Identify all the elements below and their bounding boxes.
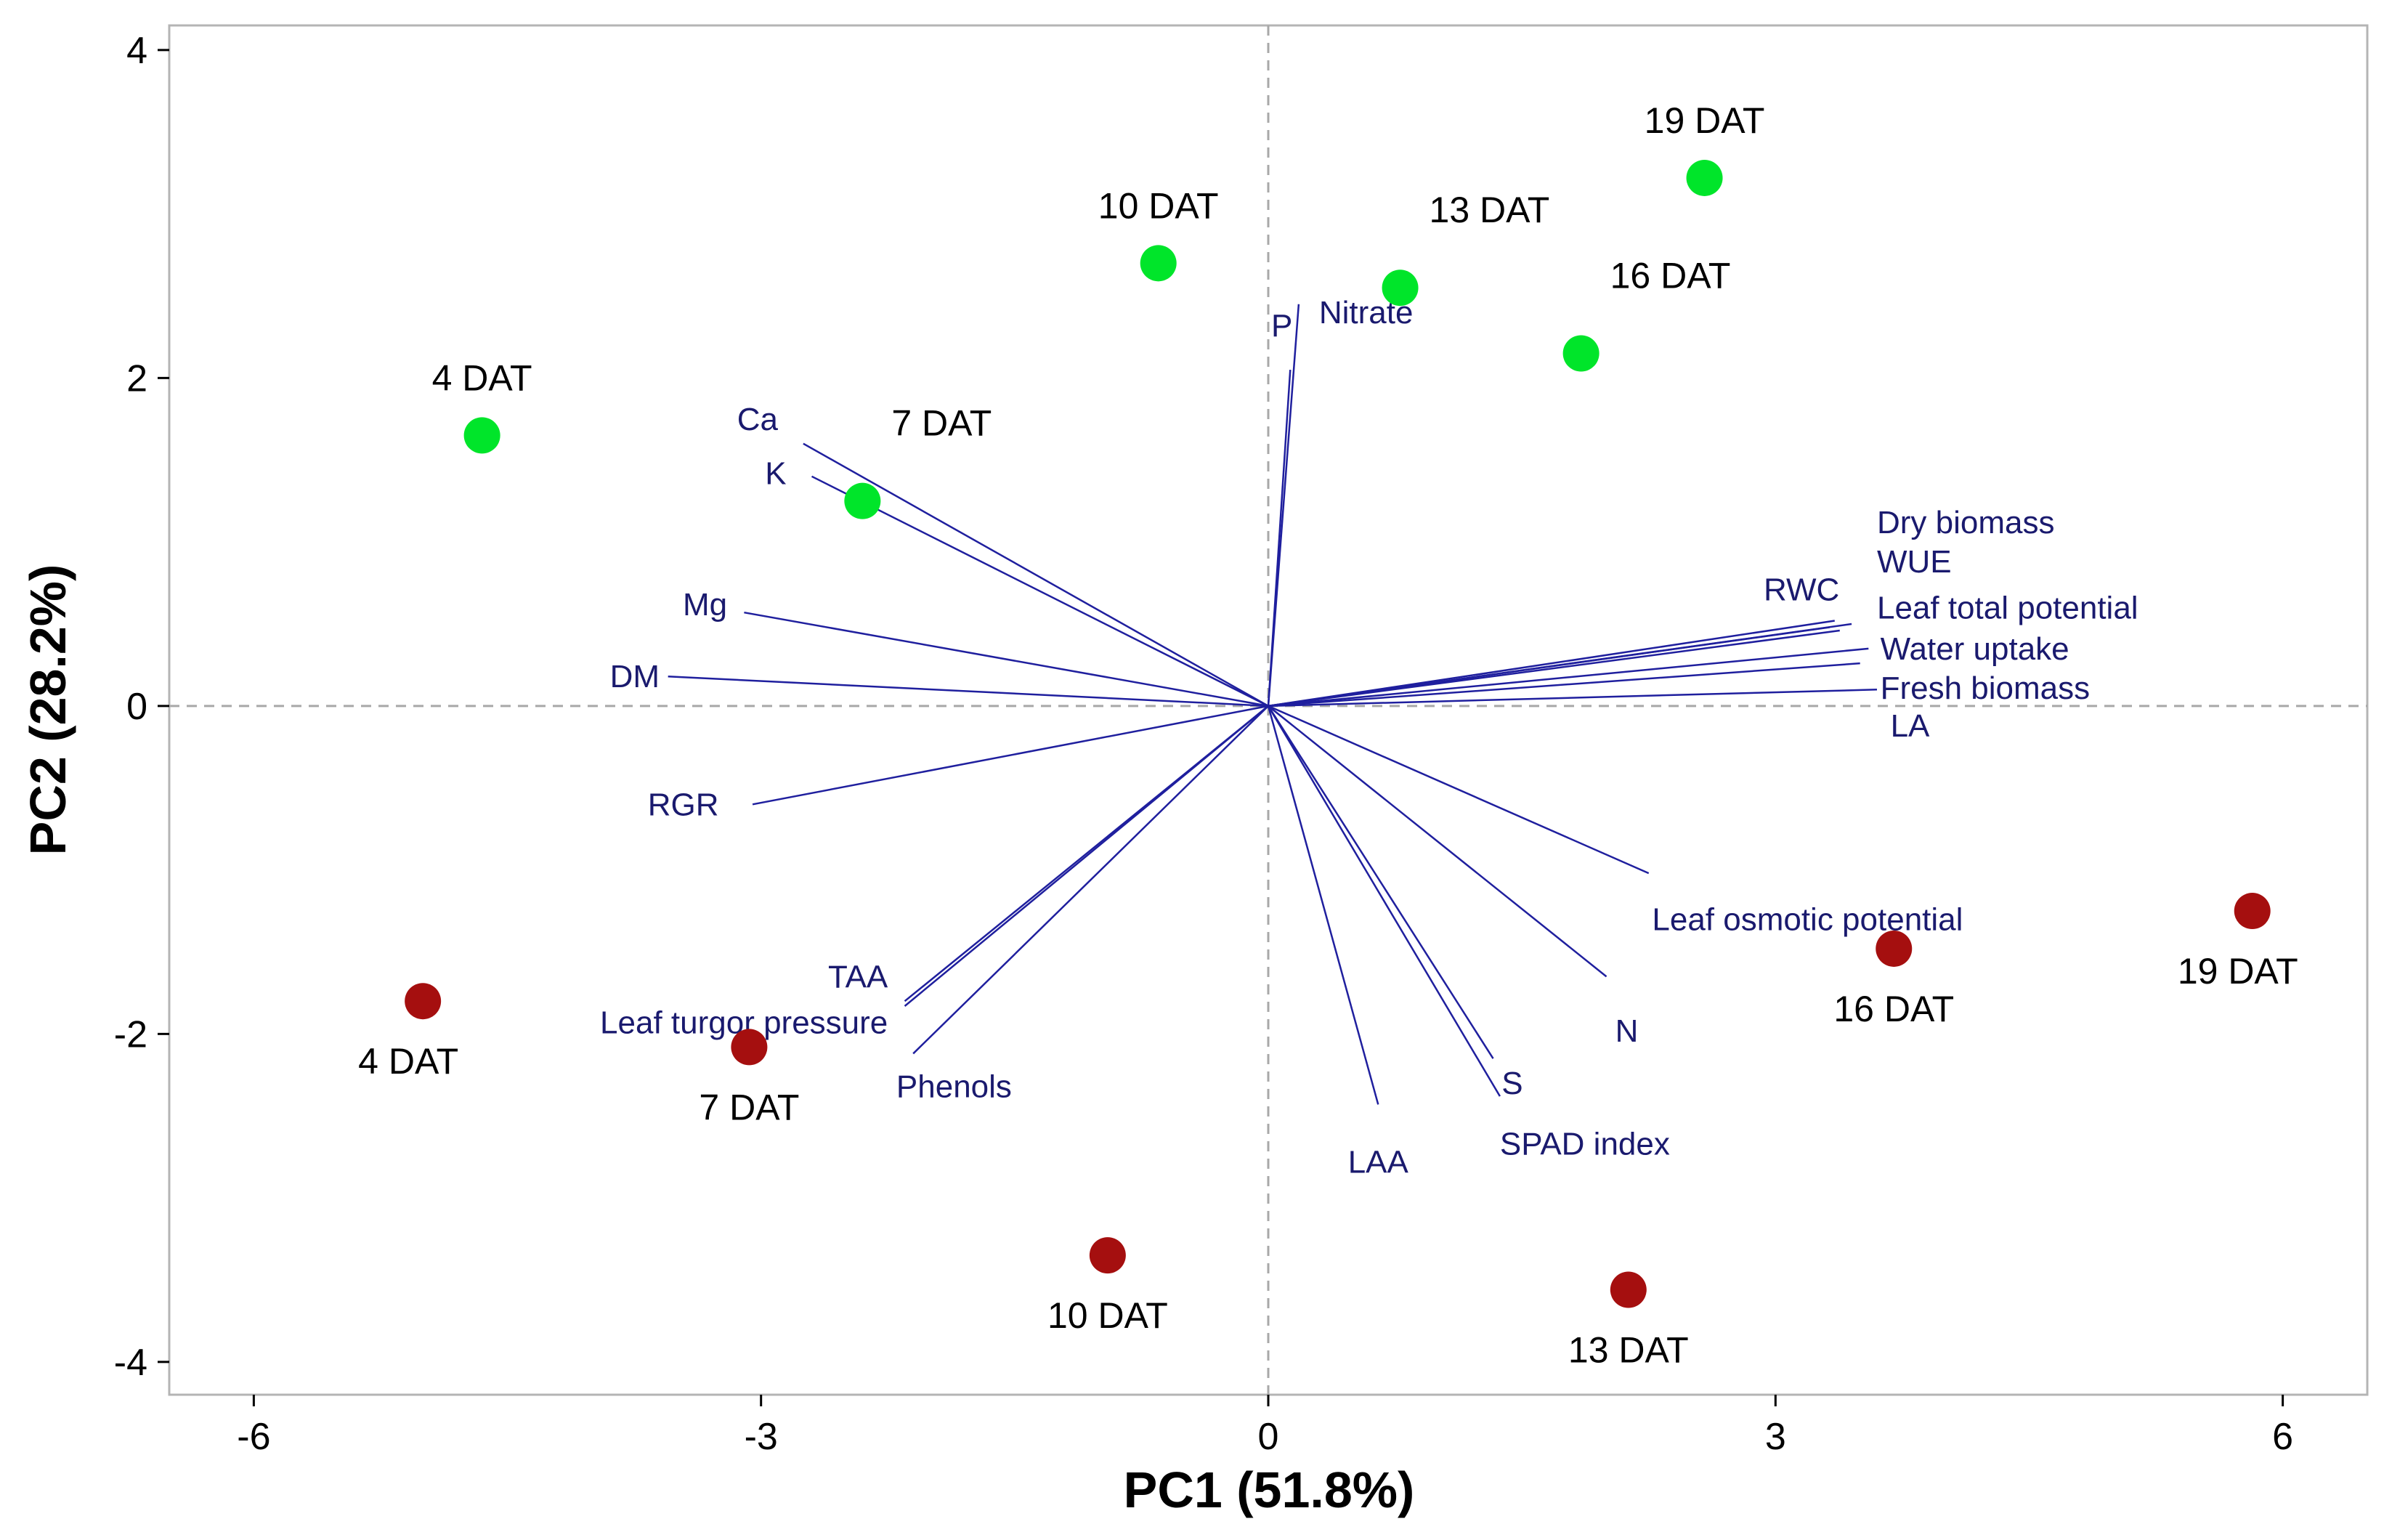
vector-label: RWC (1764, 572, 1839, 608)
vector-line (1268, 689, 1878, 708)
red-point (1876, 930, 1913, 967)
x-tick-label: 3 (1765, 1416, 1786, 1458)
red-point (1089, 1237, 1126, 1274)
vector-label: Leaf total potential (1877, 590, 2138, 625)
score-points: 4 DAT 7 DAT 10 DAT 13 DAT 16 DAT 19 DAT 4 DAT 7… (358, 100, 2298, 1371)
vector-line (1267, 705, 1494, 1059)
red-point (731, 1029, 768, 1066)
red-point (405, 983, 442, 1020)
vector-label: P (1271, 308, 1292, 344)
vector-line (1268, 629, 1840, 708)
y-axis-title: PC2 (28.2%) (20, 564, 76, 856)
green-point (463, 417, 500, 454)
vector-line (744, 611, 1269, 708)
vector-line (1268, 705, 1607, 978)
vector-line (803, 442, 1269, 707)
green-point (1140, 245, 1177, 282)
x-tick-label: -3 (745, 1416, 778, 1458)
red-point-label: 13 DAT (1568, 1330, 1689, 1371)
vector-line (752, 705, 1269, 806)
vector-label: N (1615, 1013, 1639, 1049)
vector-line (811, 475, 1269, 707)
vector-line (1268, 662, 1860, 708)
vector-line (668, 675, 1269, 708)
vector-label: TAA (828, 959, 888, 994)
green-point-label: 19 DAT (1645, 100, 1765, 141)
vector-line (1267, 705, 1501, 1097)
reference-lines (169, 25, 2367, 1395)
vector-line (1268, 647, 1869, 708)
red-point-label: 7 DAT (699, 1087, 799, 1127)
vector-label: Fresh biomass (1881, 670, 2091, 706)
vector-label: Ca (737, 402, 779, 437)
x-tick-label: 6 (2272, 1416, 2293, 1458)
x-tick-label: -6 (237, 1416, 270, 1458)
red-point (1610, 1271, 1647, 1308)
vector-label: LAA (1348, 1144, 1409, 1180)
green-point (1686, 159, 1723, 196)
vector-label: K (765, 455, 786, 491)
green-point (844, 482, 881, 519)
x-tick-label: 0 (1258, 1416, 1279, 1458)
y-tick-label: 4 (126, 30, 147, 72)
y-tick-label: 2 (126, 357, 147, 400)
green-point (1382, 270, 1419, 307)
vector-label: RGR (648, 787, 719, 822)
vector-label: Dry biomass (1877, 505, 2055, 540)
vector-line (1268, 705, 1650, 875)
green-point (1562, 335, 1600, 372)
red-point-label: 19 DAT (2178, 951, 2298, 992)
vector-line (912, 705, 1269, 1055)
vector-label: Water uptake (1881, 631, 2069, 667)
vector-label: WUE (1877, 544, 1952, 580)
vector-line (904, 705, 1269, 1007)
red-point-label: 10 DAT (1047, 1295, 1168, 1336)
red-point (2234, 893, 2271, 930)
vector-label: LA (1891, 708, 1930, 744)
axis-ticks: -6 -3 0 3 6 -4 -2 0 2 4 (114, 30, 2293, 1458)
red-point-label: 4 DAT (358, 1041, 458, 1082)
vector-label: Mg (683, 587, 727, 623)
green-point-label: 10 DAT (1098, 185, 1219, 226)
vector-label: Phenols (896, 1069, 1012, 1105)
vector-line (1267, 304, 1300, 706)
y-tick-label: 0 (126, 686, 147, 728)
x-axis-title: PC1 (51.8%) (1124, 1462, 1415, 1518)
green-point-label: 13 DAT (1430, 190, 1550, 230)
vector-label: SPAD index (1500, 1127, 1670, 1162)
vector-label: Leaf osmotic potential (1652, 901, 1963, 937)
vector-label: S (1501, 1066, 1523, 1101)
vector-line (1267, 705, 1379, 1105)
y-tick-label: -4 (114, 1342, 147, 1384)
green-point-label: 7 DAT (891, 403, 992, 444)
vector-label: DM (610, 659, 660, 694)
vector-line (1268, 620, 1835, 708)
green-point-label: 4 DAT (432, 357, 532, 398)
y-tick-label: -2 (114, 1013, 147, 1055)
green-point-label: 16 DAT (1610, 255, 1731, 296)
red-point-label: 16 DAT (1833, 989, 1954, 1029)
